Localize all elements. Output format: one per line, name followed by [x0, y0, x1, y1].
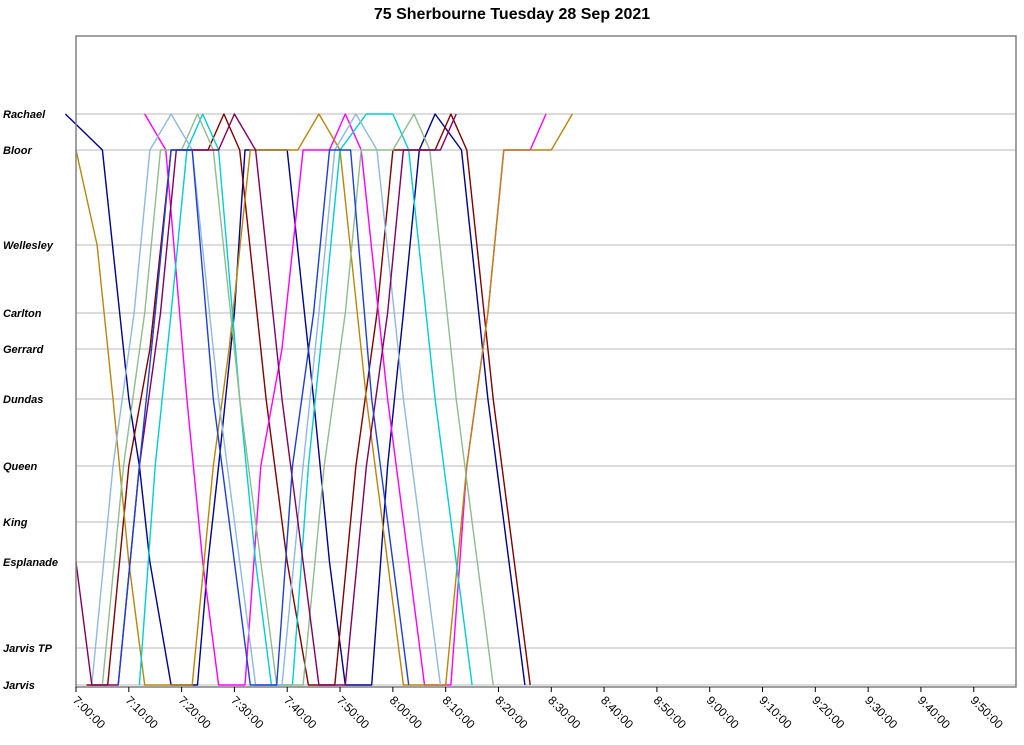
- vehicle-line-1: [64, 113, 526, 686]
- x-tick-label: 8:40:00: [598, 693, 636, 731]
- vehicle-line-2: [86, 113, 531, 686]
- stop-label-rachael: Rachael: [3, 109, 46, 121]
- stop-label-dundas: Dundas: [3, 394, 43, 406]
- x-tick-label: 8:20:00: [492, 693, 530, 731]
- stop-gridlines: [76, 113, 1016, 686]
- vehicle-trip-lines: [64, 113, 574, 686]
- x-tick-label: 7:10:00: [123, 693, 161, 731]
- x-tick-label: 9:40:00: [915, 693, 953, 731]
- stop-labels: Jarvis Jarvis TP Esplanade King Queen Dundas G…: [3, 109, 58, 692]
- x-tick-label: 9:20:00: [809, 693, 847, 731]
- chart-title: 75 Sherbourne Tuesday 28 Sep 2021: [373, 6, 651, 23]
- x-tick-label: 8:10:00: [440, 693, 478, 731]
- stop-label-bloor: Bloor: [3, 145, 32, 157]
- vehicle-line-4: [75, 113, 574, 686]
- stop-label-king: King: [3, 517, 28, 529]
- x-tick-label: 8:30:00: [545, 693, 583, 731]
- stop-label-gerrard: Gerrard: [3, 344, 44, 356]
- x-tick-label: 9:50:00: [968, 693, 1006, 731]
- x-tick-label: 7:20:00: [175, 693, 213, 731]
- x-tick-label: 7:50:00: [334, 693, 372, 731]
- x-tick-label: 9:30:00: [862, 693, 900, 731]
- stop-label-jarvis-tp: Jarvis TP: [3, 643, 53, 655]
- stop-label-wellesley: Wellesley: [3, 240, 54, 252]
- time-axis: 7:00:00 7:10:00 7:20:00 7:30:00 7:40:00 7:50:…: [70, 687, 1006, 732]
- stop-label-jarvis: Jarvis: [3, 680, 35, 692]
- x-tick-label: 7:40:00: [281, 693, 319, 731]
- stop-label-queen: Queen: [3, 461, 38, 473]
- stop-label-carlton: Carlton: [3, 308, 42, 320]
- vehicle-line-9: [117, 149, 410, 686]
- vehicle-line-5: [138, 113, 473, 686]
- x-tick-label: 9:10:00: [756, 693, 794, 731]
- x-tick-label: 7:30:00: [228, 693, 266, 731]
- stop-label-esplanade: Esplanade: [3, 557, 58, 569]
- x-tick-label: 8:00:00: [387, 693, 425, 731]
- plot-frame: [75, 35, 1017, 688]
- x-tick-label: 9:00:00: [704, 693, 742, 731]
- x-tick-label: 8:50:00: [651, 693, 689, 731]
- vehicle-line-6: [101, 113, 494, 686]
- x-tick-label: 7:00:00: [70, 693, 108, 731]
